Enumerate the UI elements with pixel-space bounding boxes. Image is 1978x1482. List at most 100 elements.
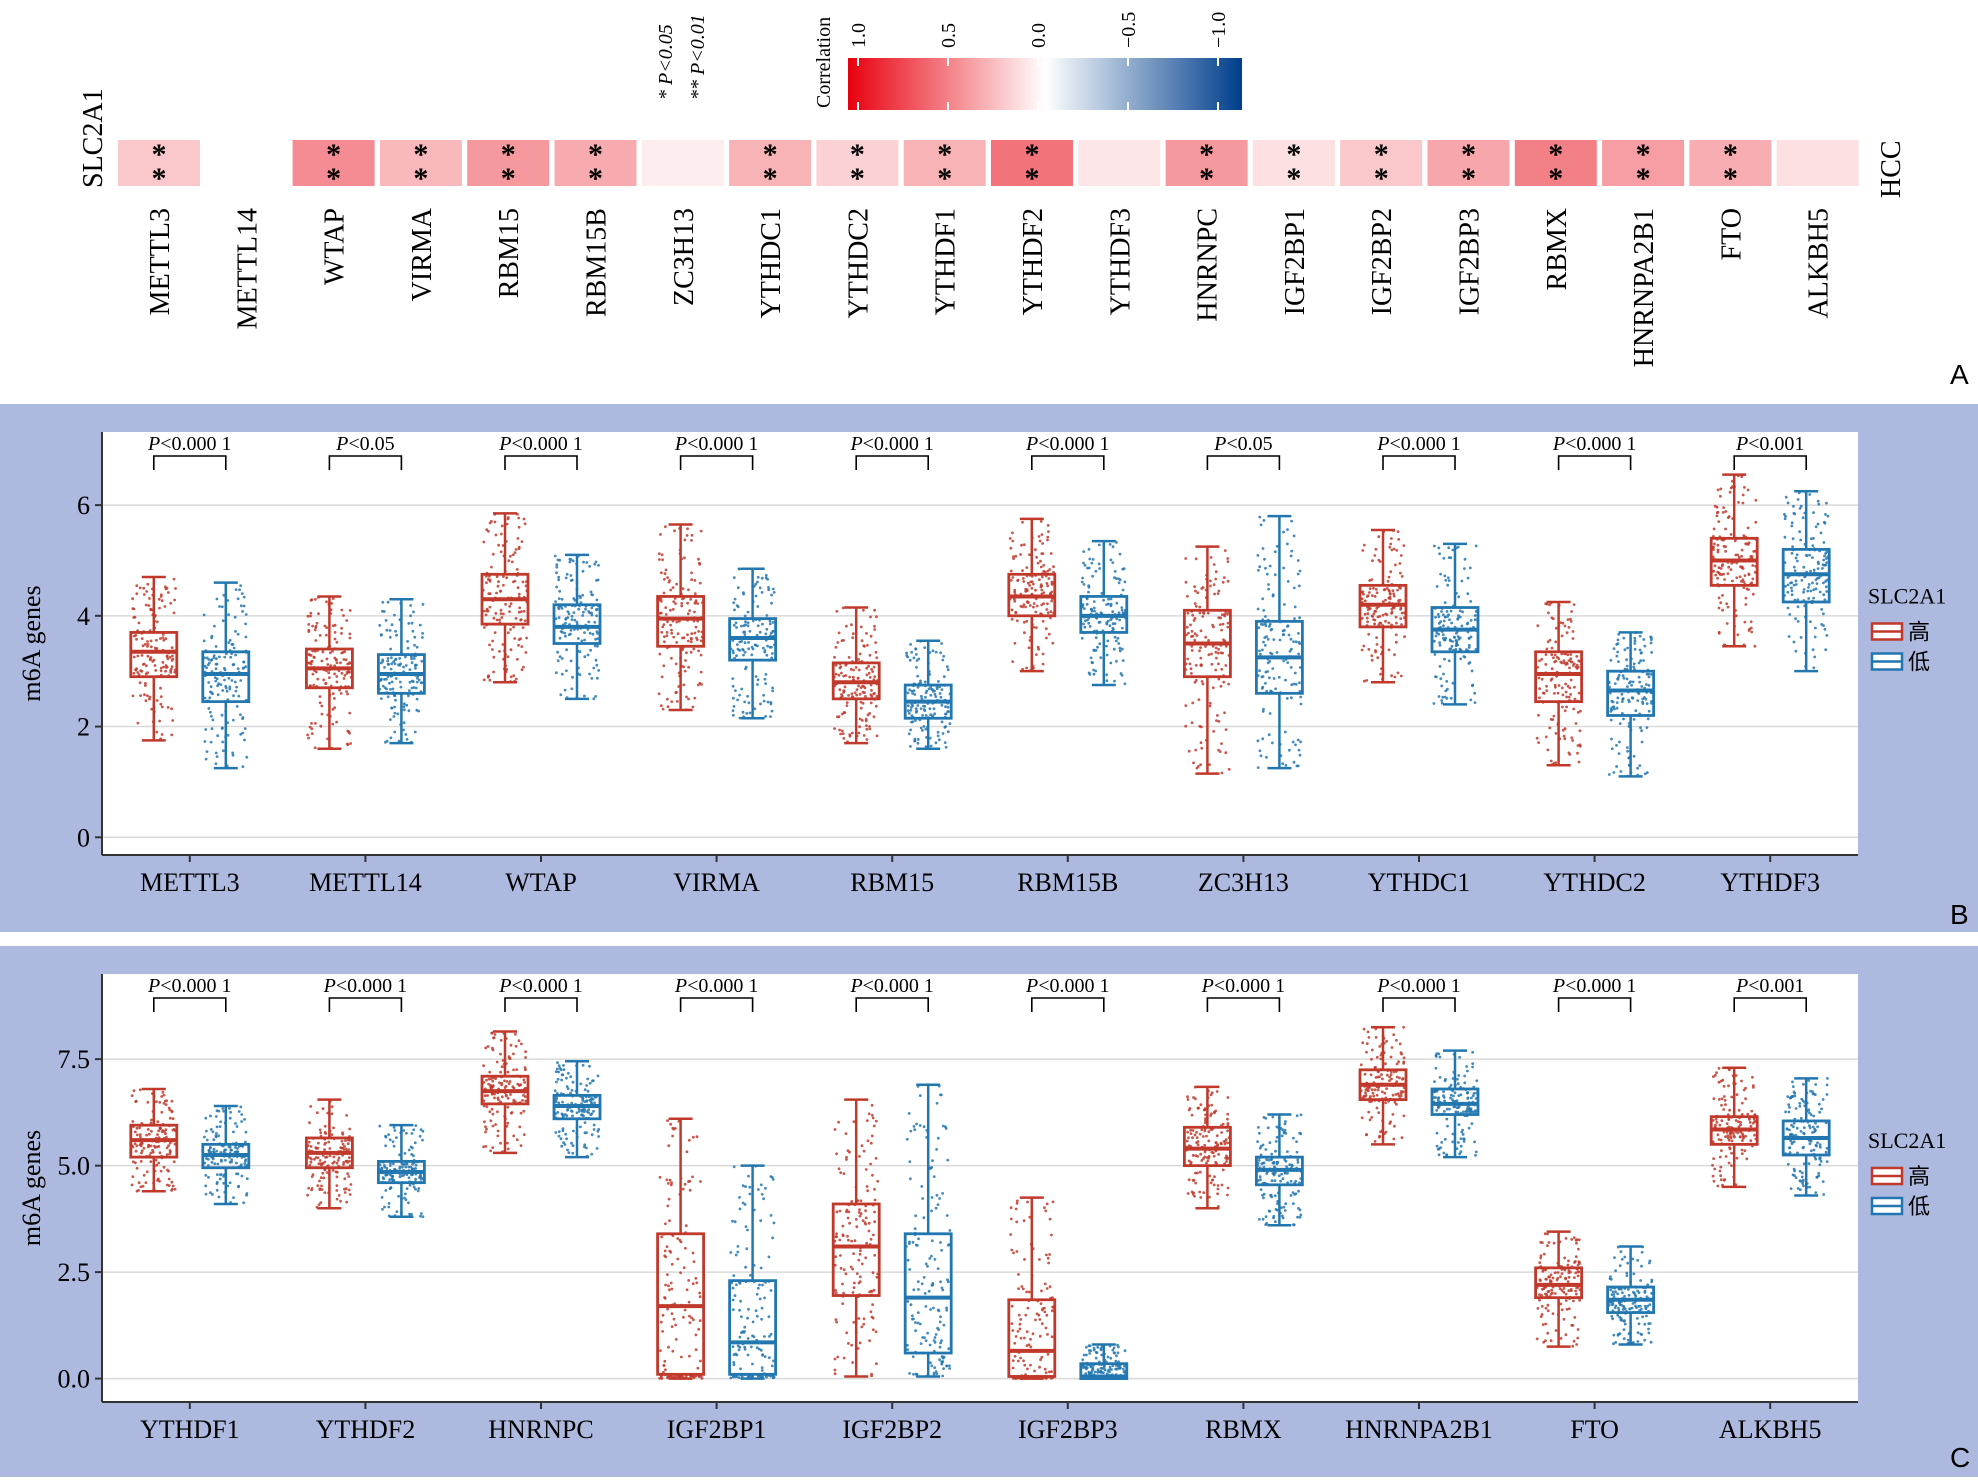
jitter-point (1264, 644, 1267, 647)
jitter-point (1226, 626, 1229, 629)
jitter-point (738, 1309, 741, 1312)
jitter-point (875, 651, 878, 654)
jitter-point (1545, 685, 1548, 688)
jitter-point (210, 715, 213, 718)
jitter-point (1194, 590, 1197, 593)
jitter-point (131, 1120, 134, 1123)
jitter-point (1746, 588, 1749, 591)
jitter-point (668, 1288, 671, 1291)
jitter-point (1395, 634, 1398, 637)
jitter-point (587, 654, 590, 657)
jitter-point (1093, 610, 1096, 613)
jitter-point (522, 626, 525, 629)
jitter-point (660, 631, 663, 634)
jitter-point (240, 604, 243, 607)
jitter-point (732, 1299, 735, 1302)
jitter-point (155, 1164, 158, 1167)
jitter-point (1374, 595, 1377, 598)
jitter-point (943, 1324, 946, 1327)
jitter-point (1045, 608, 1048, 611)
jitter-point (664, 572, 667, 575)
jitter-point (562, 1141, 565, 1144)
jitter-point (910, 721, 913, 724)
jitter-point (1550, 760, 1553, 763)
jitter-point (669, 589, 672, 592)
jitter-point (744, 1185, 747, 1188)
jitter-point (867, 714, 870, 717)
jitter-point (571, 676, 574, 679)
jitter-point (558, 590, 561, 593)
jitter-point (499, 1053, 502, 1056)
jitter-point (491, 1093, 494, 1096)
jitter-point (1259, 653, 1262, 656)
jitter-point (1213, 563, 1216, 566)
jitter-point (853, 1120, 856, 1123)
jitter-point (501, 1095, 504, 1098)
jitter-point (1262, 708, 1265, 711)
jitter-point (660, 704, 663, 707)
jitter-point (858, 1282, 861, 1285)
jitter-point (163, 1102, 166, 1105)
jitter-point (1297, 739, 1300, 742)
jitter-point (1114, 570, 1117, 573)
jitter-point (1461, 625, 1464, 628)
jitter-point (595, 614, 598, 617)
jitter-point (1091, 610, 1094, 613)
jitter-point (912, 1318, 915, 1321)
jitter-point (773, 1222, 776, 1225)
jitter-point (666, 576, 669, 579)
jitter-point (317, 1142, 320, 1145)
jitter-point (219, 1173, 222, 1176)
jitter-point (564, 635, 567, 638)
jitter-point (498, 1081, 501, 1084)
jitter-point (207, 1176, 210, 1179)
jitter-point (913, 1128, 916, 1131)
jitter-point (509, 628, 512, 631)
jitter-point (1434, 653, 1437, 656)
jitter-point (1442, 624, 1445, 627)
jitter-point (1204, 636, 1207, 639)
jitter-point (162, 1091, 165, 1094)
jitter-point (583, 631, 586, 634)
jitter-point (232, 1196, 235, 1199)
jitter-point (1219, 623, 1222, 626)
jitter-point (1730, 487, 1733, 490)
jitter-point (132, 695, 135, 698)
jitter-point (1719, 601, 1722, 604)
jitter-point (390, 656, 393, 659)
jitter-point (1386, 587, 1389, 590)
jitter-point (1751, 578, 1754, 581)
jitter-point (661, 676, 664, 679)
jitter-point (1825, 585, 1828, 588)
jitter-point (1613, 771, 1616, 774)
jitter-point (514, 1033, 517, 1036)
jitter-point (660, 1236, 663, 1239)
jitter-point (1822, 559, 1825, 562)
jitter-point (1209, 705, 1212, 708)
jitter-point (582, 1108, 585, 1111)
jitter-point (309, 612, 312, 615)
jitter-point (1638, 764, 1641, 767)
x-tick-label: ZC3H13 (1198, 868, 1289, 897)
jitter-point (1046, 582, 1049, 585)
jitter-point (735, 654, 738, 657)
jitter-point (385, 619, 388, 622)
jitter-point (1390, 612, 1393, 615)
jitter-point (1809, 570, 1812, 573)
jitter-point (1017, 1330, 1020, 1333)
jitter-point (940, 696, 943, 699)
jitter-point (508, 1082, 511, 1085)
jitter-point (132, 1175, 135, 1178)
jitter-point (159, 1151, 162, 1154)
jitter-point (762, 694, 765, 697)
jitter-point (1115, 640, 1118, 643)
jitter-point (506, 1142, 509, 1145)
jitter-point (403, 721, 406, 724)
jitter-point (156, 699, 159, 702)
jitter-point (1810, 590, 1813, 593)
jitter-point (1634, 648, 1637, 651)
jitter-point (914, 1329, 917, 1332)
jitter-point (938, 1197, 941, 1200)
jitter-point (687, 640, 690, 643)
jitter-point (1791, 545, 1794, 548)
